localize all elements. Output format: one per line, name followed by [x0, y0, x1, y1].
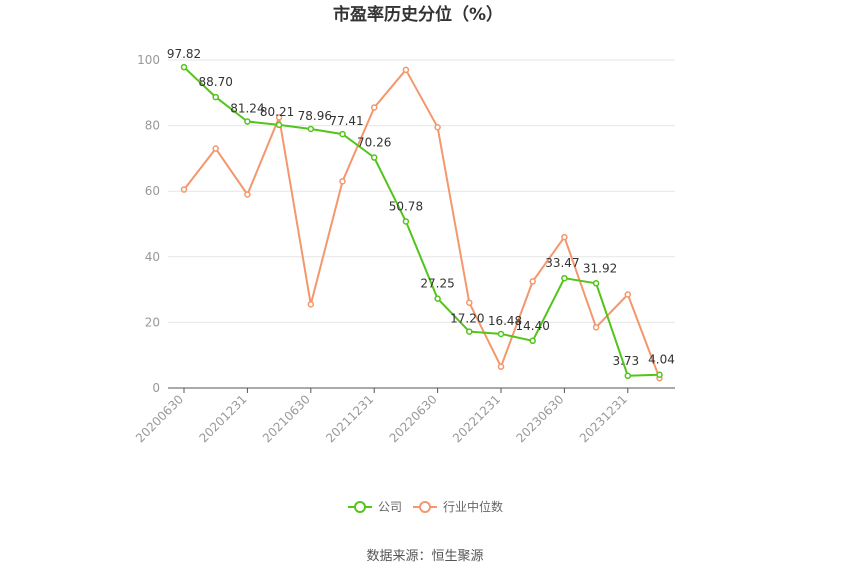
legend-marker-company: [354, 501, 366, 513]
data-label-company: 78.96: [298, 109, 332, 123]
data-point-industry-median[interactable]: [402, 66, 410, 74]
data-point-company[interactable]: [497, 330, 505, 338]
data-point-company[interactable]: [466, 328, 473, 335]
x-tick-label: 20231231: [577, 392, 630, 445]
y-tick-label: 0: [152, 381, 160, 395]
legend[interactable]: 公司 行业中位数: [348, 499, 503, 514]
data-point-company[interactable]: [402, 218, 410, 225]
data-point-industry-median[interactable]: [370, 104, 378, 111]
data-point-industry-median[interactable]: [307, 301, 315, 308]
data-label-company: 31.92: [583, 261, 617, 275]
legend-item-company[interactable]: 公司: [348, 500, 402, 514]
data-label-company: 50.78: [389, 199, 423, 213]
data-point-industry-median[interactable]: [529, 278, 536, 285]
data-point-company[interactable]: [180, 63, 188, 71]
y-axis: 0 20 40 60 80 100: [137, 53, 160, 395]
data-point-industry-median[interactable]: [624, 291, 632, 298]
y-tick-label: 60: [145, 184, 160, 198]
y-tick-label: 80: [145, 119, 160, 133]
legend-label-company: 公司: [378, 500, 402, 514]
y-tick-label: 20: [145, 315, 160, 329]
data-label-company: 81.24: [230, 102, 264, 116]
data-label-company: 27.25: [420, 277, 454, 291]
data-point-company[interactable]: [624, 372, 632, 380]
data-point-company[interactable]: [561, 274, 568, 282]
data-point-company[interactable]: [212, 93, 219, 101]
data-point-company[interactable]: [592, 280, 600, 287]
y-tick-label: 100: [137, 53, 160, 67]
data-point-industry-median[interactable]: [180, 186, 188, 193]
data-label-company: 3.73: [612, 354, 639, 368]
x-tick-label: 20200630: [133, 392, 186, 445]
source-note: 数据来源：恒生聚源: [366, 549, 483, 564]
data-point-industry-median[interactable]: [275, 114, 283, 121]
data-point-industry-median[interactable]: [244, 191, 251, 198]
data-label-company: 80.21: [260, 105, 294, 119]
data-label-company: 33.47: [545, 256, 579, 270]
data-point-company[interactable]: [656, 371, 663, 378]
x-tick-label: 20220630: [387, 392, 440, 445]
data-label-company: 77.41: [329, 114, 363, 128]
data-point-company[interactable]: [307, 125, 315, 133]
x-tick-label: 20230630: [513, 392, 566, 445]
data-point-industry-median[interactable]: [561, 233, 568, 241]
chart-title: 市盈率历史分位（%）: [333, 4, 503, 25]
data-label-company: 70.26: [357, 136, 391, 150]
data-label-company: 17.20: [450, 312, 484, 326]
data-label-company: 97.82: [167, 47, 201, 61]
series-line-company: [183, 66, 660, 377]
x-tick-label: 20201231: [196, 392, 249, 445]
data-label-company: 4.04: [648, 353, 675, 367]
data-point-industry-median[interactable]: [339, 178, 346, 185]
data-label-company: 14.40: [516, 319, 550, 333]
legend-marker-industry-median: [419, 501, 431, 513]
series-line-industry-median: [183, 68, 661, 379]
data-point-company[interactable]: [244, 118, 251, 125]
data-point-industry-median[interactable]: [497, 363, 505, 370]
data-label-company: 16.48: [488, 314, 522, 328]
data-point-industry-median[interactable]: [212, 145, 219, 152]
legend-item-industry-median[interactable]: 行业中位数: [413, 499, 503, 514]
y-tick-label: 40: [145, 250, 160, 264]
x-tick-label: 20211231: [323, 392, 376, 445]
data-point-company[interactable]: [275, 121, 283, 129]
series-area: [180, 63, 663, 382]
data-label-company: 88.70: [199, 75, 233, 89]
x-axis: 20200630 20201231 20210630 20211231 20220630…: [133, 387, 675, 445]
x-tick-label: 20221231: [450, 392, 503, 445]
legend-label-industry-median: 行业中位数: [443, 499, 503, 514]
grid: [168, 59, 675, 323]
data-point-industry-median[interactable]: [592, 324, 600, 331]
data-point-company[interactable]: [434, 295, 441, 302]
data-point-company[interactable]: [339, 130, 346, 138]
data-point-industry-median[interactable]: [466, 299, 473, 306]
data-point-industry-median[interactable]: [434, 123, 441, 131]
data-point-company[interactable]: [370, 154, 378, 161]
x-tick-label: 20210630: [260, 392, 313, 445]
data-point-company[interactable]: [529, 337, 536, 345]
